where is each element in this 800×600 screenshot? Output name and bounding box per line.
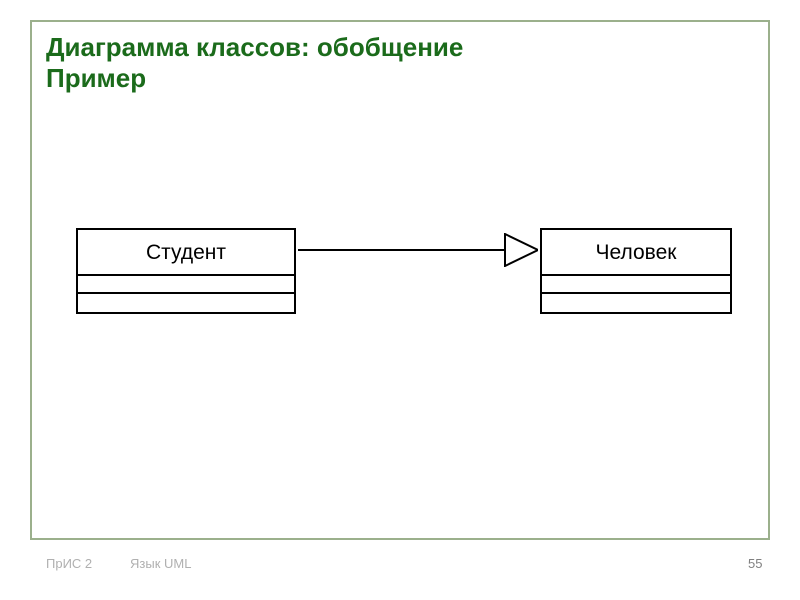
class-name-section: Человек: [542, 230, 730, 276]
class-box-person: Человек: [540, 228, 732, 314]
title-line-2: Пример: [46, 63, 463, 94]
page-number: 55: [748, 556, 762, 571]
class-name-person: Человек: [596, 241, 677, 264]
footer-topic: Язык UML: [130, 556, 191, 571]
footer-course-code: ПрИС 2: [46, 556, 92, 571]
class-name-section: Студент: [78, 230, 294, 276]
generalization-line: [298, 249, 505, 251]
class-attr-section: [542, 276, 730, 294]
class-box-student: Студент: [76, 228, 296, 314]
title-line-1: Диаграмма классов: обобщение: [46, 32, 463, 63]
class-op-section: [78, 294, 294, 312]
generalization-arrow-icon: [504, 233, 538, 267]
class-attr-section: [78, 276, 294, 294]
slide-title: Диаграмма классов: обобщение Пример: [46, 32, 463, 94]
class-op-section: [542, 294, 730, 312]
class-name-student: Студент: [146, 241, 226, 264]
